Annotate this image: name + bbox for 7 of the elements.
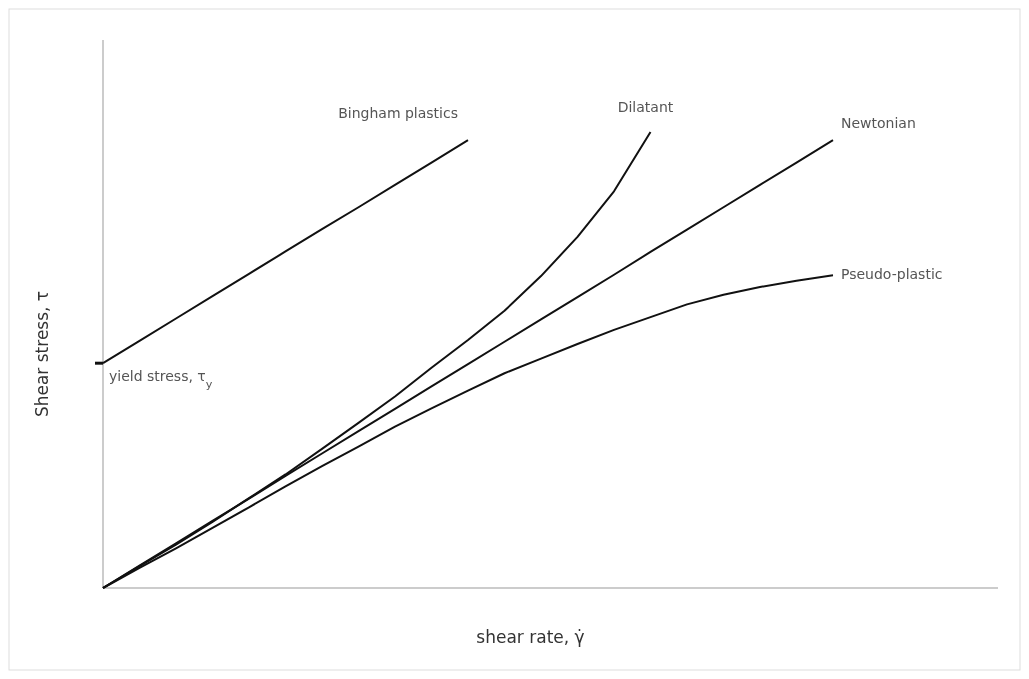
series-label: Newtonian xyxy=(841,115,916,132)
series-label: Dilatant xyxy=(617,99,674,115)
series-label: Bingham plastics xyxy=(338,105,458,122)
series-label: Pseudo-plastic xyxy=(841,266,943,283)
x-axis-title: shear rate, γ̇ xyxy=(476,627,585,647)
y-axis-title: Shear stress, τ xyxy=(32,290,52,418)
annotation: yield stress, τ$_{y}$ xyxy=(109,368,213,391)
